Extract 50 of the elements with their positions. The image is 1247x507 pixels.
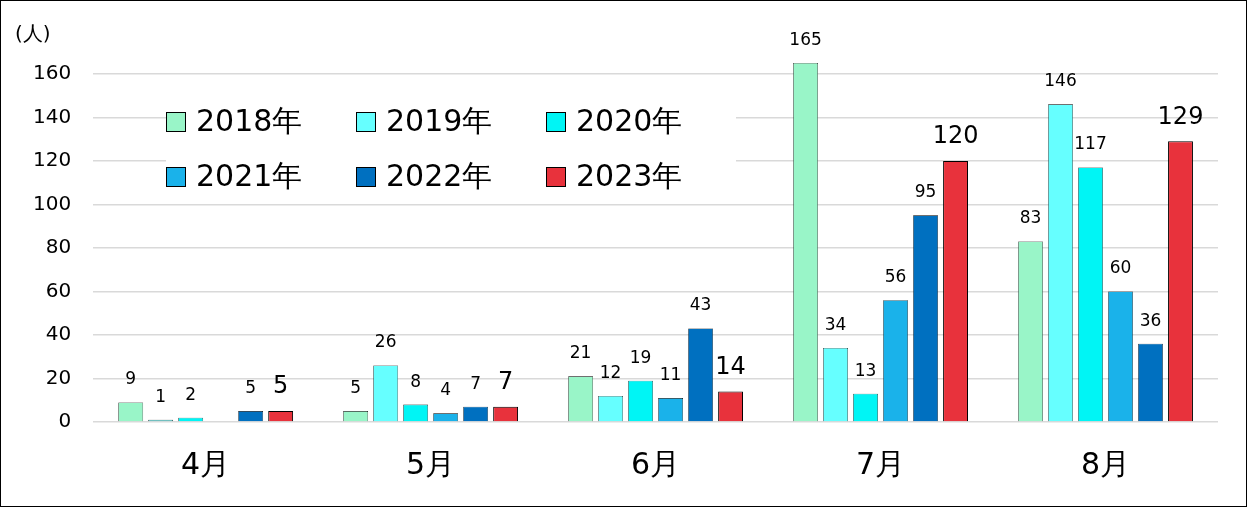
y-tick-label: 120 (32, 147, 72, 172)
data-label: 8 (410, 370, 422, 391)
data-label: 12 (599, 361, 622, 382)
data-label: 21 (569, 342, 592, 363)
y-tick-label: 60 (45, 277, 72, 302)
x-tick-label: 5月 (406, 445, 456, 481)
data-label: 146 (1044, 70, 1077, 91)
legend-label: 2021年 (196, 157, 303, 195)
y-tick-label: 0 (58, 408, 72, 433)
y-tick-label: 20 (45, 364, 72, 389)
legend-label: 2019年 (386, 102, 493, 140)
data-label: 1 (155, 385, 167, 406)
y-tick-label: 140 (32, 103, 72, 128)
x-tick-label: 8月 (1080, 445, 1131, 481)
data-label: 117 (1074, 133, 1107, 154)
x-tick-label: 6月 (631, 445, 681, 481)
x-tick-label: 4月 (181, 445, 231, 481)
data-label: 5 (273, 371, 289, 400)
data-label: 95 (914, 181, 937, 202)
x-tick-label: 7月 (856, 445, 906, 481)
data-label: 19 (629, 346, 652, 367)
data-label: 14 (715, 351, 746, 380)
data-label: 43 (689, 294, 712, 315)
data-label: 60 (1109, 257, 1132, 278)
legend-label: 2020年 (576, 102, 683, 140)
legend-label: 2018年 (196, 102, 303, 140)
y-tick-label: 80 (45, 234, 72, 259)
legend-label: 2023年 (576, 157, 683, 195)
data-label: 34 (824, 313, 847, 334)
data-label: 120 (932, 121, 979, 150)
y-axis-title: (人) (15, 21, 51, 46)
y-tick-label: 160 (32, 60, 72, 85)
data-label: 26 (374, 331, 397, 352)
data-label: 7 (497, 367, 514, 395)
data-label: 56 (884, 266, 907, 287)
legend-label: 2022年 (386, 157, 493, 195)
data-label: 4 (440, 379, 452, 400)
data-label: 129 (1157, 101, 1204, 130)
data-label: 2 (185, 383, 197, 404)
data-label: 5 (245, 377, 257, 398)
data-label: 36 (1139, 309, 1162, 330)
data-label: 9 (125, 368, 137, 389)
data-label: 11 (659, 363, 682, 384)
data-label: 13 (854, 359, 877, 380)
data-label: 165 (789, 28, 822, 49)
data-label: 5 (350, 377, 362, 398)
data-label: 7 (470, 372, 482, 393)
y-tick-label: 40 (45, 321, 72, 346)
y-tick-label: 100 (32, 190, 72, 215)
data-label: 83 (1019, 207, 1042, 228)
